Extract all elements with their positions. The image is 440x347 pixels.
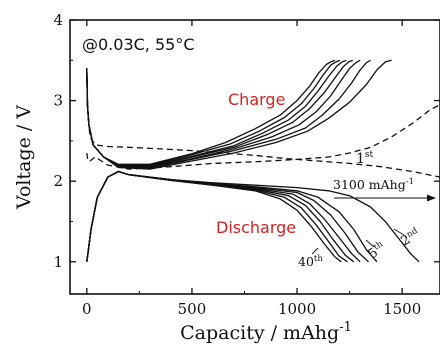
x-tick-label: 1500 [383, 300, 421, 318]
tick-layer: 0 500 1000 1500 1 2 3 4 [53, 11, 440, 318]
x-tick-label: 0 [82, 300, 92, 318]
discharge-line-5 [86, 170, 355, 263]
y-tick-label: 4 [53, 11, 63, 29]
first-cycle-label: 1st [356, 150, 374, 167]
y-axis-title: Voltage / V [13, 105, 35, 210]
charge-line-1 [86, 59, 392, 170]
x-tick-label: 1000 [278, 300, 316, 318]
charge-line-7 [86, 59, 336, 165]
discharge-line-6 [86, 170, 348, 263]
y-tick-label: 2 [53, 172, 63, 190]
second-cycle-label: 2nd [398, 226, 423, 250]
charge-label: Charge [228, 90, 285, 109]
curve-layer [86, 59, 440, 263]
charge-line-5 [86, 59, 347, 167]
capacity-arrow-head [427, 194, 436, 202]
plot-frame [69, 19, 440, 295]
discharge-line-7 [86, 170, 342, 263]
charge-line-6 [86, 59, 341, 166]
charge-line-3 [86, 59, 361, 169]
x-tick-label: 500 [178, 300, 207, 318]
condition-label: @0.03C, 55°C [82, 35, 195, 54]
discharge-label: Discharge [216, 218, 296, 237]
fifth-cycle-leader [365, 239, 375, 248]
y-tick-label: 3 [53, 92, 63, 110]
discharge-line-3 [86, 170, 369, 263]
first-cycle-line-2 [86, 104, 440, 170]
fortieth-cycle-label: 40th [298, 254, 323, 269]
y-tick-label: 1 [53, 253, 63, 271]
capacity-annotation: 3100 mAhg-1 [333, 177, 414, 192]
second-cycle-leader [393, 228, 405, 236]
x-axis-title: Capacity / mAhg-1 [180, 320, 352, 344]
first-cycle-line-1 [86, 68, 440, 178]
fortieth-cycle-leader [311, 247, 319, 255]
